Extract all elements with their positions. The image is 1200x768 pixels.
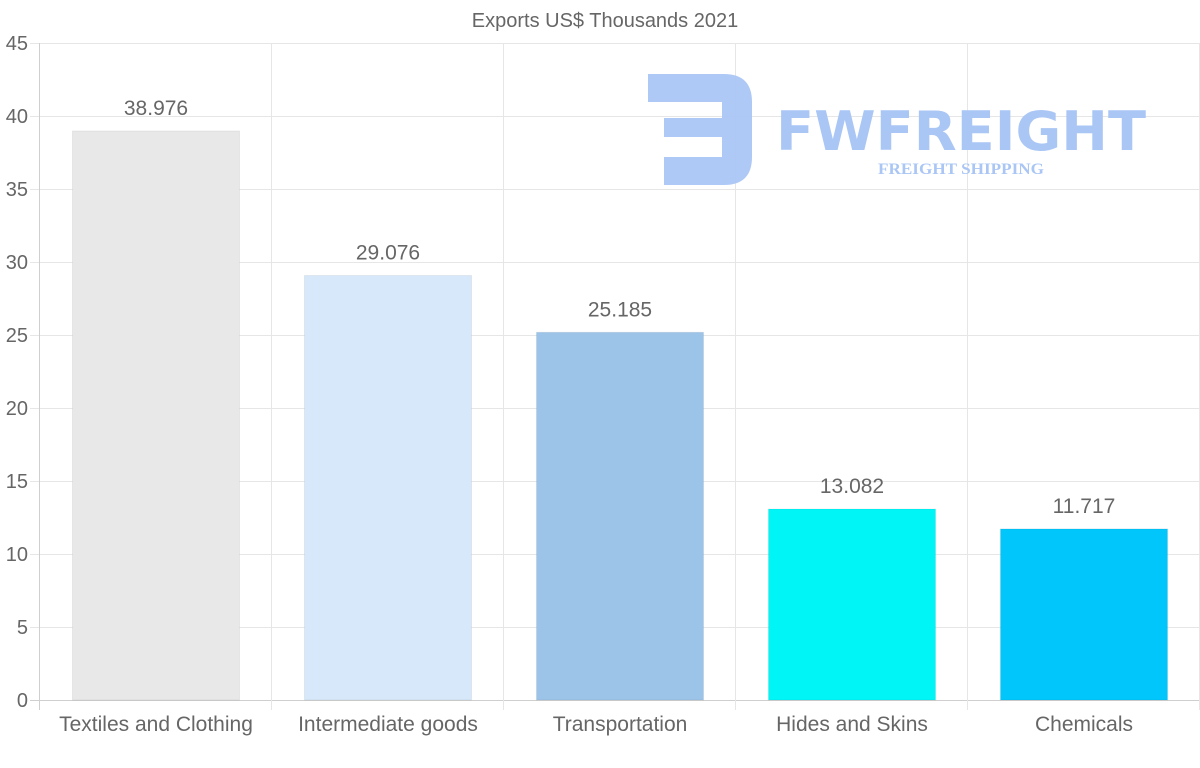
x-tick-label: Textiles and Clothing — [59, 713, 253, 736]
y-tick-label: 5 — [17, 617, 28, 639]
watermark-logo: FWFREIGHT FREIGHT SHIPPING — [648, 74, 1146, 185]
axes: 0 5 10 15 20 25 30 35 40 45 Textiles and Clothing I… — [6, 33, 1133, 736]
y-tick-label: 0 — [17, 690, 28, 712]
x-tick-label: Intermediate goods — [298, 713, 478, 736]
y-tick-label: 45 — [6, 33, 28, 55]
bars: 38.976 29.076 25.185 13.082 11.717 — [71, 97, 1169, 701]
bar-value-label: 25.185 — [588, 298, 652, 321]
y-tick-label: 25 — [6, 325, 28, 347]
x-tick-label: Chemicals — [1035, 713, 1133, 736]
bar-hides-and-skins[interactable] — [767, 508, 937, 701]
x-tick-label: Hides and Skins — [776, 713, 928, 736]
watermark-tagline: FREIGHT SHIPPING — [878, 161, 1045, 178]
y-tick-label: 35 — [6, 179, 28, 201]
bar-chemicals[interactable] — [999, 528, 1169, 701]
y-tick-label: 10 — [6, 544, 28, 566]
bar-value-label: 13.082 — [820, 475, 884, 498]
x-tick-label: Transportation — [553, 713, 688, 736]
bar-transportation[interactable] — [535, 331, 705, 701]
y-tick-label: 30 — [6, 252, 28, 274]
bar-value-label: 38.976 — [124, 97, 188, 120]
bar-value-label: 29.076 — [356, 241, 420, 264]
bar-textiles-and-clothing[interactable] — [71, 130, 241, 701]
y-tick-label: 15 — [6, 471, 28, 493]
bar-value-label: 11.717 — [1053, 495, 1116, 518]
y-tick-label: 20 — [6, 398, 28, 420]
y-tick-label: 40 — [6, 106, 28, 128]
logo-mark-icon — [648, 74, 752, 185]
watermark-brand: FWFREIGHT — [776, 100, 1146, 163]
bar-intermediate-goods[interactable] — [303, 274, 473, 701]
chart-title: Exports US$ Thousands 2021 — [472, 10, 738, 32]
